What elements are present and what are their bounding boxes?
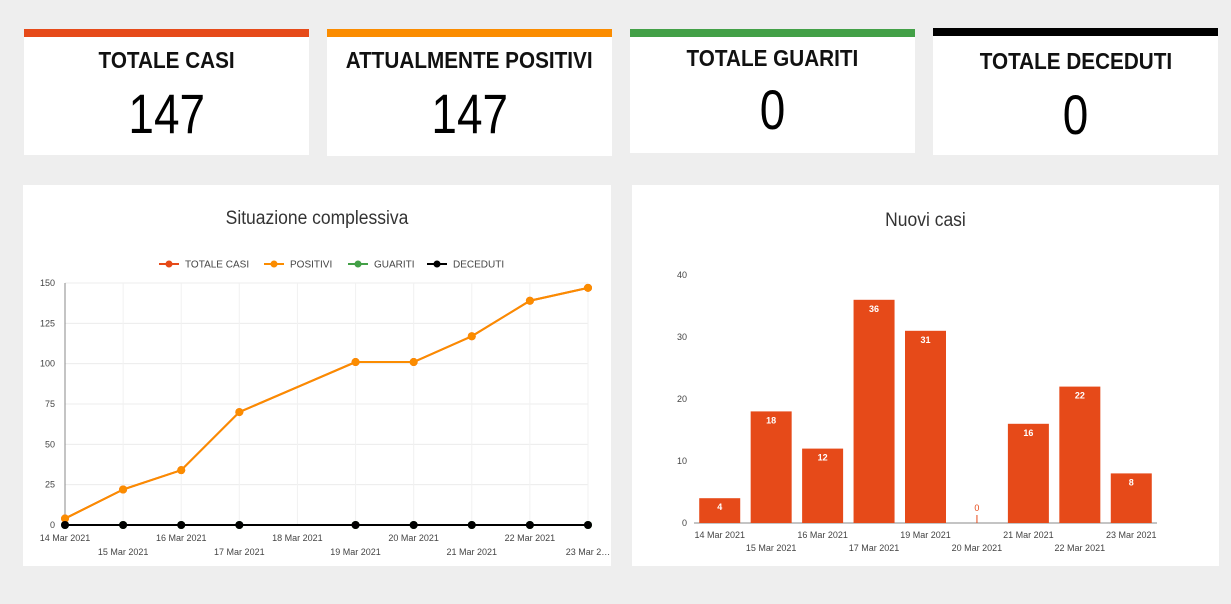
x-tick-label: 23 Mar 2021 (1106, 530, 1157, 540)
y-tick-label: 10 (677, 456, 687, 466)
x-tick-label: 21 Mar 2021 (1003, 530, 1054, 540)
series-line-positivi (64, 286, 589, 520)
x-tick-label: 19 Mar 2021 (900, 530, 951, 540)
kpi-label: ATTUALMENTE POSITIVI (346, 47, 593, 73)
line-chart-panel: Situazione complessiva 0 25 50 75 100 125 150 1… (23, 185, 611, 566)
chart-title: Situazione complessiva (225, 208, 409, 229)
kpi-value: 147 (128, 82, 205, 145)
kpi-card-totale-deceduti: TOTALE DECEDUTI 0 (933, 28, 1218, 155)
legend-marker (433, 260, 441, 268)
data-label: 36 (869, 304, 879, 314)
kpi-label: TOTALE DECEDUTI (979, 48, 1172, 74)
data-label: 18 (766, 415, 776, 425)
bar (699, 498, 741, 523)
legend-label: TOTALE CASI (185, 260, 249, 271)
y-tick-label: 75 (45, 399, 55, 409)
legend-marker (165, 260, 173, 268)
bar (1007, 423, 1049, 523)
data-label: 31 (920, 335, 930, 345)
kpi-label: TOTALE CASI (98, 47, 235, 73)
y-tick-label: 25 (45, 480, 55, 490)
line-chart: 0 25 50 75 100 125 150 14 Mar 2021 15 Mar 2021 16… (40, 260, 611, 558)
data-point (584, 283, 592, 292)
kpi-color-bar (630, 29, 915, 37)
y-tick-label: 20 (677, 394, 687, 404)
data-point (61, 514, 69, 523)
bar (1059, 386, 1101, 523)
kpi-color-bar (933, 28, 1218, 36)
kpi-label: TOTALE GUARITI (686, 45, 859, 71)
x-tick-label: 21 Mar 2021 (447, 547, 498, 557)
data-point (351, 358, 360, 367)
data-point (409, 358, 418, 367)
data-point (119, 485, 128, 494)
data-point (177, 521, 186, 529)
kpi-value: 0 (759, 78, 786, 141)
y-tick-label: 50 (45, 439, 55, 449)
data-label: 0 (974, 503, 979, 513)
data-point (177, 466, 186, 475)
data-point (467, 332, 476, 341)
x-tick-label: 16 Mar 2021 (156, 533, 207, 543)
kpi-value: 0 (1062, 83, 1089, 146)
kpi-color-bar (24, 29, 309, 37)
y-tick-label: 0 (682, 518, 687, 528)
data-label: 12 (818, 453, 828, 463)
data-label: 16 (1023, 428, 1033, 438)
y-tick-label: 40 (677, 270, 687, 280)
x-tick-label: 18 Mar 2021 (272, 533, 323, 543)
chart-title: Nuovi casi (885, 210, 966, 231)
kpi-card-attualmente-positivi: ATTUALMENTE POSITIVI 147 (327, 29, 612, 156)
y-tick-label: 0 (50, 520, 55, 530)
bar (1110, 473, 1152, 523)
data-point (61, 521, 69, 529)
data-point (584, 521, 592, 529)
x-tick-label: 15 Mar 2021 (98, 547, 149, 557)
legend-label: POSITIVI (290, 260, 332, 271)
legend-label: DECEDUTI (453, 260, 504, 271)
x-tick-label: 17 Mar 2021 (214, 547, 265, 557)
bar (750, 411, 792, 523)
series-line-totale-casi (64, 286, 589, 520)
kpi-value: 147 (431, 82, 508, 145)
kpi-card-totale-casi: TOTALE CASI 147 (24, 29, 309, 155)
x-tick-label: 22 Mar 2021 (1055, 543, 1106, 553)
bar-chart-panel: Nuovi casi 0 10 20 30 40 4 14 Mar 2021 18 15 Mar… (632, 185, 1219, 566)
bar (802, 448, 844, 523)
y-tick-label: 125 (40, 318, 55, 328)
x-tick-label: 22 Mar 2021 (505, 533, 556, 543)
legend-label: GUARITI (374, 260, 415, 271)
data-point (351, 521, 360, 529)
data-point (235, 408, 244, 417)
bar-chart: 0 10 20 30 40 4 14 Mar 2021 18 15 Mar 2021 12 16 M… (677, 270, 1157, 553)
data-point (235, 521, 244, 529)
x-tick-label: 14 Mar 2021 (694, 530, 745, 540)
data-point (467, 521, 476, 529)
x-tick-label: 23 Mar 2… (566, 547, 611, 557)
bar (905, 330, 946, 523)
kpi-card-totale-guariti: TOTALE GUARITI 0 (630, 29, 915, 153)
data-point (409, 521, 418, 529)
data-label: 4 (717, 502, 722, 512)
x-tick-label: 15 Mar 2021 (746, 543, 797, 553)
x-tick-label: 14 Mar 2021 (40, 533, 91, 543)
data-label: 8 (1129, 477, 1134, 487)
x-tick-label: 19 Mar 2021 (330, 547, 381, 557)
legend-marker (354, 260, 362, 268)
kpi-color-bar (327, 29, 612, 37)
legend-marker (270, 260, 278, 268)
x-tick-label: 20 Mar 2021 (952, 543, 1003, 553)
data-point (525, 296, 534, 305)
data-point (119, 521, 128, 529)
data-label: 22 (1075, 391, 1085, 401)
x-tick-label: 20 Mar 2021 (388, 533, 439, 543)
y-tick-label: 100 (40, 359, 55, 369)
x-tick-label: 16 Mar 2021 (797, 530, 848, 540)
bar (853, 299, 895, 523)
y-tick-label: 30 (677, 332, 687, 342)
y-tick-label: 150 (40, 278, 55, 288)
x-tick-label: 17 Mar 2021 (849, 543, 900, 553)
data-point (525, 521, 534, 529)
